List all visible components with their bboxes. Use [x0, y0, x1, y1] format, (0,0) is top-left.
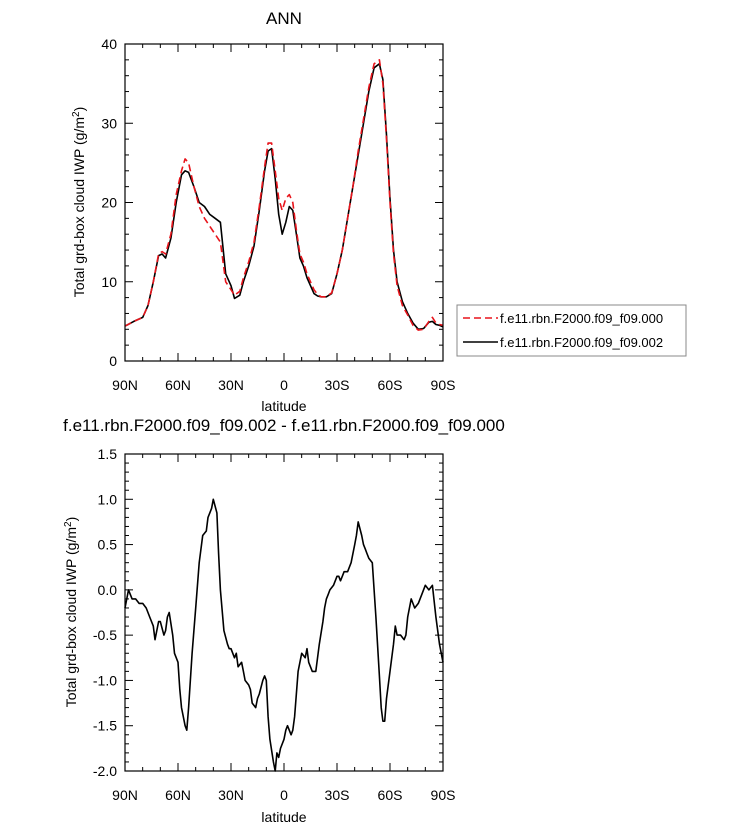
y-axis-label-main: Total grd-box cloud IWP (g/m: [71, 117, 87, 297]
y-axis-label-text: Total grd-box cloud IWP (g/m2): [63, 517, 79, 708]
legend-label: f.e11.rbn.F2000.f09_f09.002: [500, 335, 663, 350]
legend: f.e11.rbn.F2000.f09_f09.000 f.e11.rbn.F20…: [456, 304, 687, 357]
series-line-dashed: [124, 59, 444, 331]
y-axis-label-suffix: ): [63, 517, 79, 522]
x-tick-labels: 90N 60N 30N 0 30S 60S 90S: [112, 377, 455, 393]
y-axis-label: Total grd-box cloud IWP (g/m2): [71, 107, 87, 298]
plot-lines: [124, 59, 444, 331]
y-tick-label: 0.5: [98, 537, 118, 553]
y-tick-labels: 0 10 20 30 40: [101, 36, 117, 369]
plot-axes: [124, 453, 444, 772]
chart-title: ANN: [266, 9, 302, 28]
panel-top: ANN Total grd-box cloud IWP (g/m2) latit…: [71, 9, 687, 414]
y-tick-label: 1.5: [98, 446, 118, 462]
y-axis-label-superscript: 2: [63, 521, 74, 527]
series-line-solid: [124, 62, 444, 331]
y-tick-labels: -2.0 -1.5 -1.0 -0.5 0.0 0.5 1.0 1.5: [93, 446, 117, 779]
x-axis-label: latitude: [261, 809, 306, 825]
x-tick-label: 90N: [112, 377, 138, 393]
y-axis-label-suffix: ): [71, 107, 87, 112]
x-tick-label: 90S: [431, 787, 456, 803]
x-tick-labels: 90N 60N 30N 0 30S 60S 90S: [112, 787, 455, 803]
x-tick-label: 0: [280, 377, 288, 393]
legend-label: f.e11.rbn.F2000.f09_f09.000: [500, 311, 663, 326]
legend-box: [456, 304, 687, 357]
x-tick-label: 0: [280, 787, 288, 803]
plot-lines: [124, 498, 444, 772]
x-axis-label: latitude: [261, 398, 306, 414]
plot-axes: [124, 43, 444, 362]
panel-bottom: f.e11.rbn.F2000.f09_f09.002 - f.e11.rbn.…: [63, 416, 505, 825]
y-tick-label: 30: [101, 115, 117, 131]
x-tick-label: 90S: [431, 377, 456, 393]
plot-frame: [124, 453, 444, 772]
x-tick-label: 30S: [325, 787, 350, 803]
x-tick-label: 60N: [165, 377, 191, 393]
y-tick-label: 20: [101, 195, 117, 211]
y-tick-label: -1.5: [93, 718, 117, 734]
x-tick-label: 90N: [112, 787, 138, 803]
x-tick-label: 30N: [218, 377, 244, 393]
y-tick-label: 10: [101, 274, 117, 290]
series-line-solid: [124, 498, 444, 772]
y-tick-label: 0.0: [98, 582, 118, 598]
chart-title: f.e11.rbn.F2000.f09_f09.002 - f.e11.rbn.…: [63, 416, 505, 435]
y-axis-label-text: Total grd-box cloud IWP (g/m2): [71, 107, 87, 298]
x-tick-label: 60S: [378, 787, 403, 803]
y-axis-label: Total grd-box cloud IWP (g/m2): [63, 517, 79, 708]
y-tick-label: -1.0: [93, 672, 117, 688]
y-tick-label: 0: [109, 353, 117, 369]
x-tick-label: 30N: [218, 787, 244, 803]
y-tick-label: 40: [101, 36, 117, 52]
y-tick-label: 1.0: [98, 491, 118, 507]
y-axis-label-superscript: 2: [71, 111, 82, 117]
y-tick-label: -2.0: [93, 763, 117, 779]
y-tick-label: -0.5: [93, 627, 117, 643]
x-tick-label: 60S: [378, 377, 403, 393]
x-tick-label: 60N: [165, 787, 191, 803]
y-axis-label-main: Total grd-box cloud IWP (g/m: [63, 527, 79, 707]
x-tick-label: 30S: [325, 377, 350, 393]
